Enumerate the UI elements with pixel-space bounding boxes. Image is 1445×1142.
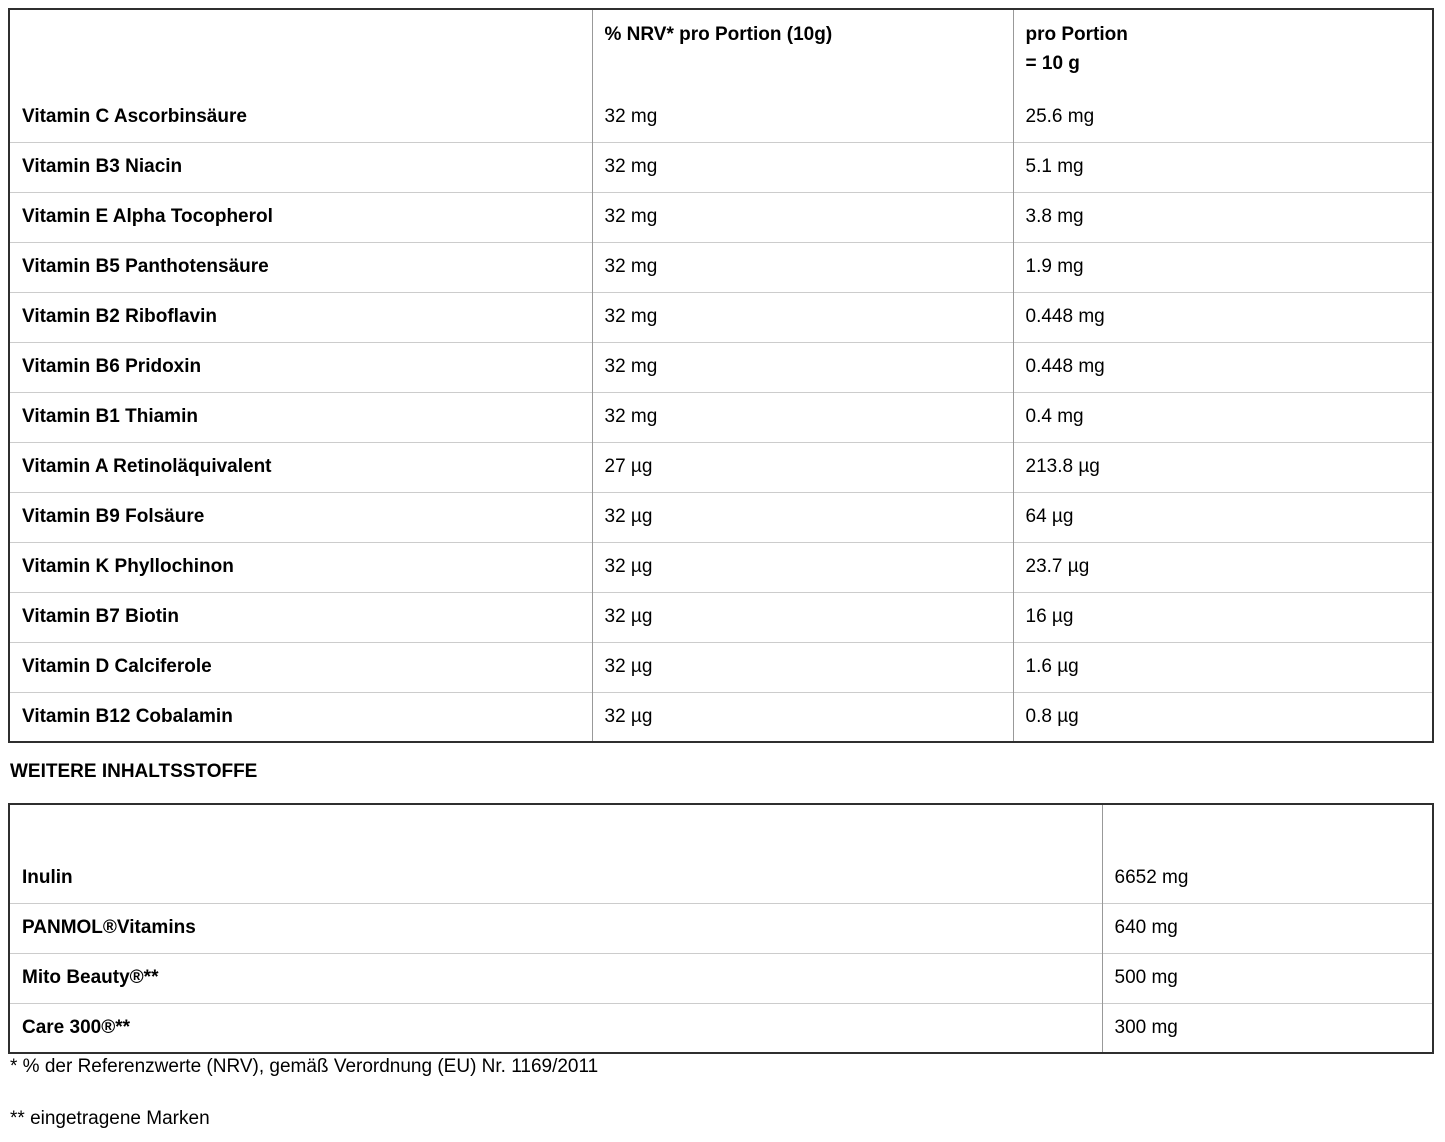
vitamin-name: Vitamin B6 Pridoxin [9,341,592,392]
table-row: Vitamin B1 Thiamin 32 mg 0.4 mg [9,391,1433,442]
vitamin-amount: 0.448 mg [1012,341,1433,392]
vitamin-amount: 23.7 µg [1012,541,1433,592]
vitamin-name: Vitamin B5 Panthotensäure [9,241,592,292]
vitamin-nrv: 32 mg [591,141,1013,192]
vitamin-name: Vitamin C Ascorbinsäure [22,105,247,127]
footnote-nrv-reference: * % der Referenzwerte (NRV), gemäß Veror… [10,1056,599,1077]
vitamin-nrv: 32 mg [591,391,1013,442]
vitamin-nrv: 32 mg [591,92,1013,142]
ingredient-name: PANMOL®Vitamins [9,902,1102,953]
vitamin-table-header-empty [9,9,592,92]
vitamin-name: Vitamin E Alpha Tocopherol [9,191,592,242]
table-row: Vitamin B2 Riboflavin 32 mg 0.448 mg [9,291,1433,342]
table-row: Vitamin D Calciferole 32 µg 1.6 µg [9,641,1433,692]
vitamin-name: Vitamin B3 Niacin [9,141,592,192]
vitamin-amount: 16 µg [1012,591,1433,642]
ingredient-amount: 640 mg [1101,902,1433,953]
vitamin-name: Vitamin B9 Folsäure [9,491,592,542]
vitamin-nrv: 32 µg [591,591,1013,642]
portion-header-line1: pro Portion [1025,24,1128,45]
ingredient-name: Inulin [22,866,73,888]
portion-header-line2: = 10 g [1025,52,1080,74]
vitamin-nrv: 32 µg [591,491,1013,542]
vitamin-nrv: 32 µg [591,641,1013,692]
vitamin-amount: 25.6 mg [1012,92,1433,142]
section-heading: WEITERE INHALTSSTOFFE [10,761,258,782]
vitamin-name: Vitamin A Retinoläquivalent [9,441,592,492]
vitamin-name: Vitamin D Calciferole [9,641,592,692]
ingredients-header-empty-name [9,804,1102,853]
ingredient-amount: 6652 mg [1101,853,1433,903]
table-row: Inulin 6652 mg [9,853,1433,903]
vitamin-amount: 3.8 mg [1012,191,1433,242]
table-row: Care 300®** 300 mg [9,1002,1433,1053]
ingredient-amount: 300 mg [1101,1002,1433,1053]
vitamin-amount: 5.1 mg [1012,141,1433,192]
table-row: Vitamin B6 Pridoxin 32 mg 0.448 mg [9,341,1433,392]
vitamin-amount: 0.8 µg [1012,691,1433,742]
table-row: PANMOL®Vitamins 640 mg [9,902,1433,953]
vitamin-table-header-row: % NRV* pro Portion (10g) pro Portion = 1… [9,9,1433,92]
vitamin-table-header-nrv: % NRV* pro Portion (10g) [591,9,1013,92]
vitamin-amount: 1.6 µg [1012,641,1433,692]
vitamin-nrv: 32 mg [591,191,1013,242]
table-row: Vitamin B12 Cobalamin 32 µg 0.8 µg [9,691,1433,742]
ingredients-header-empty-amount [1101,804,1433,853]
footnote-trademarks: ** eingetragene Marken [10,1108,210,1129]
table-row: Vitamin K Phyllochinon 32 µg 23.7 µg [9,541,1433,592]
table-row: Vitamin B3 Niacin 32 mg 5.1 mg [9,141,1433,192]
vitamin-nrv: 27 µg [591,441,1013,492]
vitamin-table: % NRV* pro Portion (10g) pro Portion = 1… [8,8,1434,743]
vitamin-amount: 0.4 mg [1012,391,1433,442]
vitamin-name: Vitamin K Phyllochinon [9,541,592,592]
vitamin-nrv: 32 mg [591,291,1013,342]
vitamin-nrv: 32 µg [591,691,1013,742]
table-row: Vitamin A Retinoläquivalent 27 µg 213.8 … [9,441,1433,492]
table-row: Vitamin B5 Panthotensäure 32 mg 1.9 mg [9,241,1433,292]
vitamin-nrv: 32 mg [591,341,1013,392]
table-row: Vitamin B7 Biotin 32 µg 16 µg [9,591,1433,642]
table-row: Mito Beauty®** 500 mg [9,952,1433,1003]
table-row: Vitamin B9 Folsäure 32 µg 64 µg [9,491,1433,542]
vitamin-name: Vitamin B1 Thiamin [9,391,592,442]
vitamin-nrv: 32 µg [591,541,1013,592]
ingredient-name: Mito Beauty®** [9,952,1102,1003]
vitamin-amount: 1.9 mg [1012,241,1433,292]
vitamin-amount: 64 µg [1012,491,1433,542]
vitamin-name: Vitamin B2 Riboflavin [9,291,592,342]
vitamin-amount: 213.8 µg [1012,441,1433,492]
vitamin-table-header-portion: pro Portion = 10 g [1012,9,1433,92]
vitamin-nrv: 32 mg [591,241,1013,292]
table-row: Vitamin C Ascorbinsäure 32 mg 25.6 mg [9,92,1433,142]
table-row: Vitamin E Alpha Tocopherol 32 mg 3.8 mg [9,191,1433,242]
vitamin-amount: 0.448 mg [1012,291,1433,342]
ingredient-amount: 500 mg [1101,952,1433,1003]
ingredients-table-header-row [9,804,1433,853]
ingredient-name: Care 300®** [9,1002,1102,1053]
vitamin-name: Vitamin B12 Cobalamin [9,691,592,742]
vitamin-name: Vitamin B7 Biotin [9,591,592,642]
ingredients-table: Inulin 6652 mg PANMOL®Vitamins 640 mg Mi… [8,803,1434,1054]
